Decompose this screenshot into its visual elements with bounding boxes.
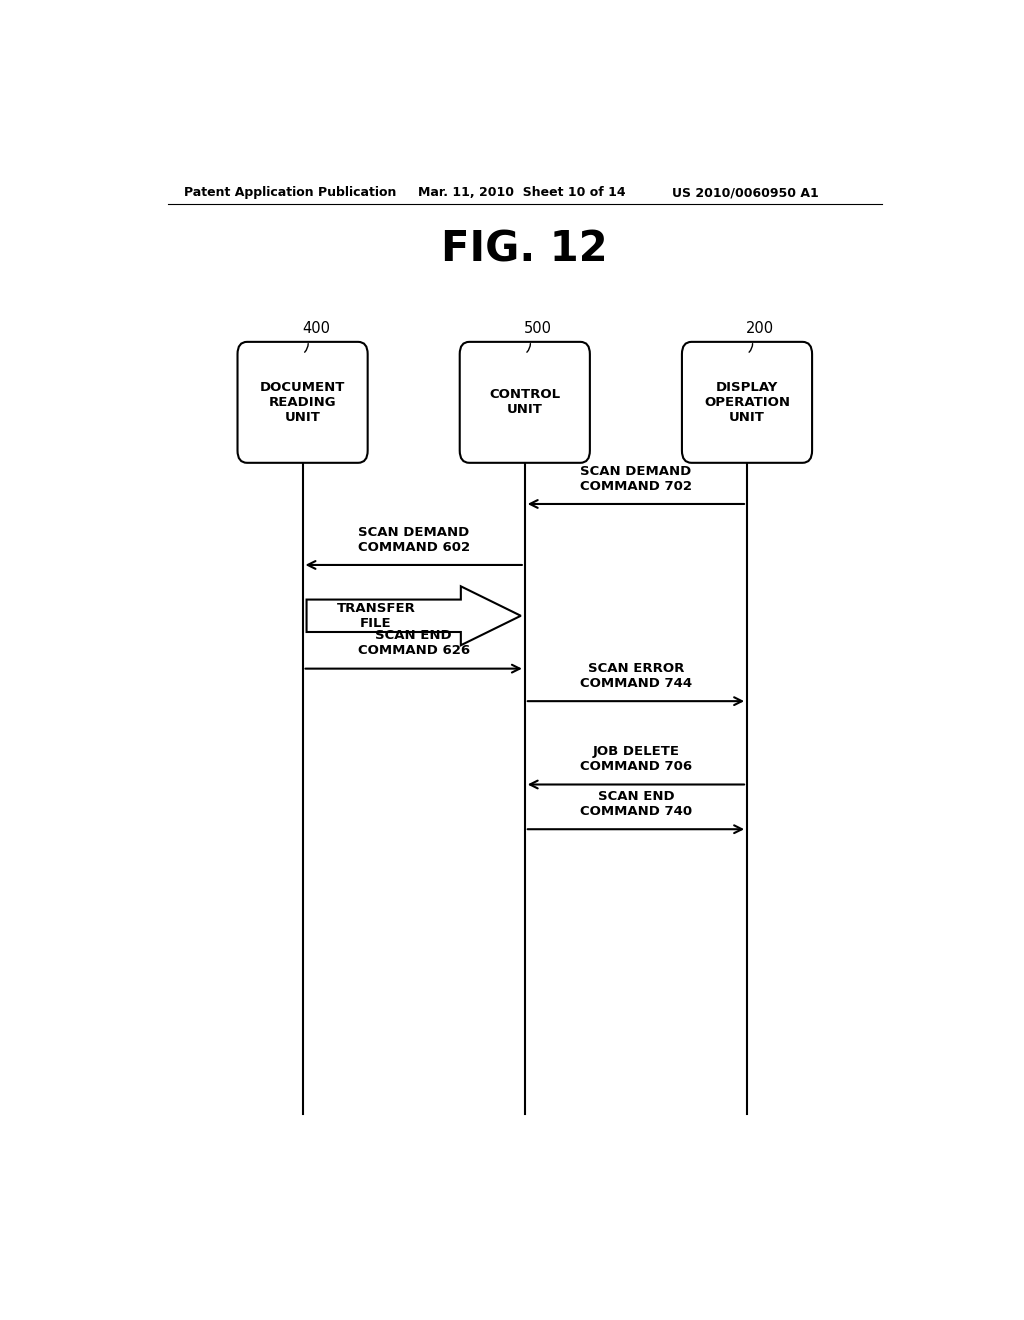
Text: FIG. 12: FIG. 12 — [441, 228, 608, 271]
Text: SCAN DEMAND
COMMAND 702: SCAN DEMAND COMMAND 702 — [580, 465, 692, 492]
Polygon shape — [306, 586, 521, 645]
Text: DISPLAY
OPERATION
UNIT: DISPLAY OPERATION UNIT — [705, 381, 790, 424]
FancyBboxPatch shape — [682, 342, 812, 463]
Text: CONTROL
UNIT: CONTROL UNIT — [489, 388, 560, 416]
Text: JOB DELETE
COMMAND 706: JOB DELETE COMMAND 706 — [580, 746, 692, 774]
Text: Mar. 11, 2010  Sheet 10 of 14: Mar. 11, 2010 Sheet 10 of 14 — [418, 186, 626, 199]
Text: 200: 200 — [746, 321, 774, 335]
Text: US 2010/0060950 A1: US 2010/0060950 A1 — [672, 186, 818, 199]
Text: DOCUMENT
READING
UNIT: DOCUMENT READING UNIT — [260, 381, 345, 424]
Text: 500: 500 — [524, 321, 552, 335]
Text: 400: 400 — [302, 321, 330, 335]
Text: SCAN DEMAND
COMMAND 602: SCAN DEMAND COMMAND 602 — [357, 525, 470, 554]
Text: Patent Application Publication: Patent Application Publication — [183, 186, 396, 199]
FancyBboxPatch shape — [238, 342, 368, 463]
Text: SCAN END
COMMAND 740: SCAN END COMMAND 740 — [580, 791, 692, 818]
Text: SCAN ERROR
COMMAND 744: SCAN ERROR COMMAND 744 — [580, 661, 692, 690]
FancyBboxPatch shape — [460, 342, 590, 463]
Text: SCAN END
COMMAND 626: SCAN END COMMAND 626 — [357, 630, 470, 657]
Text: TRANSFER
FILE: TRANSFER FILE — [337, 602, 416, 630]
